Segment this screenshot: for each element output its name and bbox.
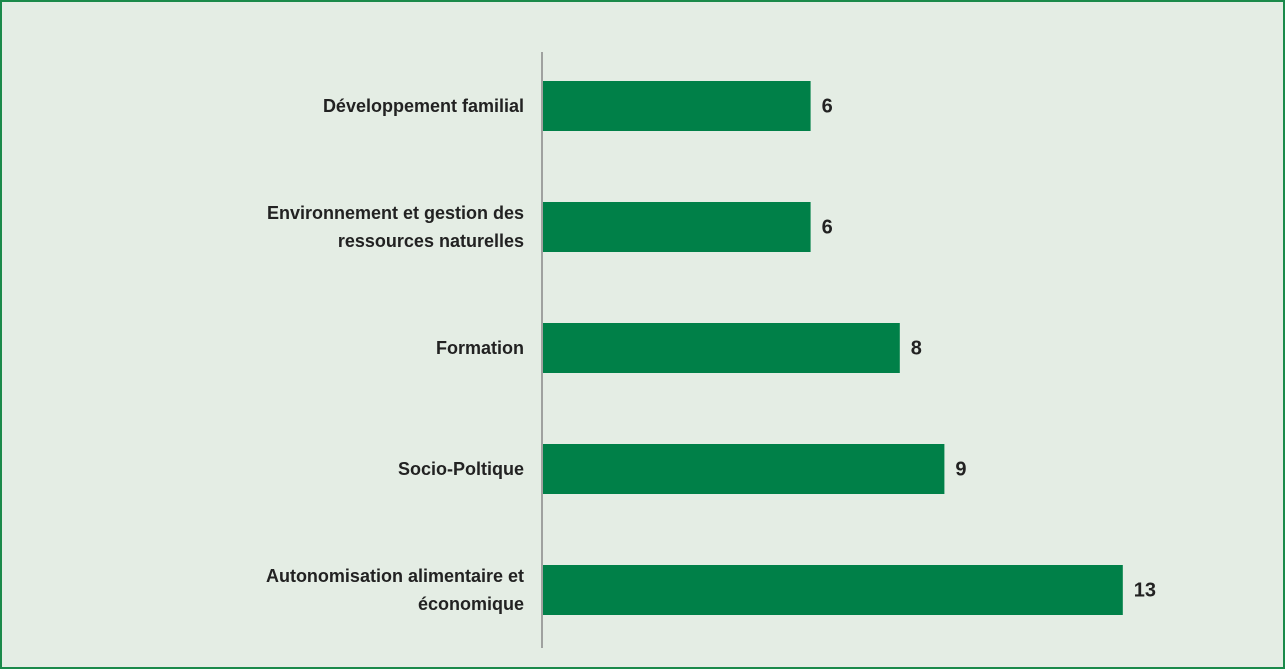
- bar: [543, 202, 811, 252]
- category-label: Environnement et gestion des ressources …: [266, 203, 524, 251]
- value-label: 6: [822, 95, 833, 117]
- category-label: Développement familial: [322, 96, 524, 116]
- value-label: 9: [955, 458, 966, 480]
- category-label: Autonomisation alimentaire et économique: [265, 566, 524, 614]
- value-label: 13: [1134, 579, 1156, 601]
- bar: [543, 565, 1123, 615]
- bar: [543, 81, 811, 131]
- bar: [543, 323, 900, 373]
- value-label: 8: [911, 337, 922, 359]
- value-label: 6: [822, 216, 833, 238]
- category-label: Socio-Poltique: [398, 459, 524, 479]
- category-label: Formation: [436, 338, 524, 358]
- bar: [543, 444, 945, 494]
